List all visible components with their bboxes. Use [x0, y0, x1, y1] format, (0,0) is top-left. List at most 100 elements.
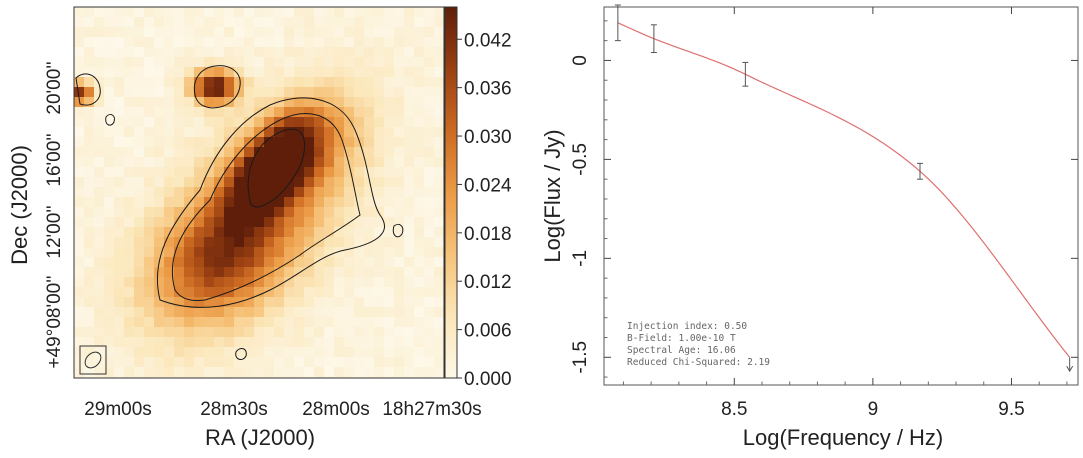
map-pixel: [284, 177, 295, 188]
annotation-line: B-Field: 1.00e-10 T: [627, 333, 736, 344]
map-pixel: [174, 77, 185, 88]
map-pixel: [244, 17, 255, 28]
map-pixel: [354, 297, 365, 308]
map-pixel: [424, 117, 435, 128]
map-pixel: [254, 327, 265, 338]
map-pixel: [144, 87, 155, 98]
map-pixel: [154, 207, 165, 218]
map-pixel: [364, 117, 375, 128]
map-pixel: [184, 137, 195, 148]
map-pixel: [144, 57, 155, 68]
map-pixel: [254, 27, 265, 38]
map-pixel: [144, 317, 155, 328]
map-pixel: [244, 207, 255, 218]
map-pixel: [254, 297, 265, 308]
map-pixel: [274, 337, 285, 348]
map-pixel: [354, 217, 365, 228]
colorbar-tick-label: 0.018: [464, 224, 512, 245]
map-pixel: [214, 237, 225, 248]
map-pixel: [274, 27, 285, 38]
map-pixel: [324, 147, 335, 158]
map-pixel: [184, 197, 195, 208]
map-pixel: [284, 267, 295, 278]
map-pixel: [84, 187, 95, 198]
map-pixel: [354, 27, 365, 38]
map-pixel: [174, 87, 185, 98]
map-pixel: [304, 127, 315, 138]
map-pixel: [254, 17, 265, 28]
map-pixel: [274, 47, 285, 58]
map-pixel: [94, 127, 105, 138]
map-pixel: [284, 47, 295, 58]
map-pixel: [154, 37, 165, 48]
map-pixel: [324, 297, 335, 308]
map-pixel: [414, 177, 425, 188]
map-pixel: [244, 97, 255, 108]
map-pixel: [204, 37, 215, 48]
colorbar-tick-label: 0.030: [464, 127, 512, 148]
map-pixel: [414, 257, 425, 268]
map-pixel: [434, 247, 445, 258]
map-pixel: [274, 267, 285, 278]
map-pixel: [324, 7, 335, 18]
map-pixel: [434, 177, 445, 188]
map-pixel: [304, 77, 315, 88]
map-pixel: [294, 137, 305, 148]
map-pixel: [154, 47, 165, 58]
map-pixel: [404, 87, 415, 98]
map-pixel: [214, 37, 225, 48]
map-pixel: [104, 167, 115, 178]
map-pixel: [314, 357, 325, 368]
map-pixel: [104, 297, 115, 308]
map-pixel: [404, 97, 415, 108]
map-pixel: [94, 197, 105, 208]
map-pixel: [424, 267, 435, 278]
map-pixel: [254, 187, 265, 198]
map-pixel: [94, 17, 105, 28]
map-pixel: [434, 187, 445, 198]
map-pixel: [404, 77, 415, 88]
map-pixel: [174, 177, 185, 188]
map-pixel: [254, 107, 265, 118]
map-pixel: [264, 217, 275, 228]
map-pixel: [424, 217, 435, 228]
map-pixel: [184, 337, 195, 348]
map-pixel: [374, 7, 385, 18]
map-pixel: [114, 267, 125, 278]
map-pixel: [294, 207, 305, 218]
map-pixel: [124, 147, 135, 158]
map-pixel: [124, 277, 135, 288]
map-pixel: [74, 207, 85, 218]
map-pixel: [274, 367, 285, 378]
map-pixel: [404, 237, 415, 248]
map-pixel: [324, 347, 335, 358]
map-pixel: [84, 247, 95, 258]
map-pixel: [384, 27, 395, 38]
map-pixel: [184, 177, 195, 188]
map-pixel: [374, 77, 385, 88]
map-pixel: [434, 357, 445, 368]
map-pixel: [174, 107, 185, 118]
map-pixel: [314, 47, 325, 58]
map-pixel: [364, 97, 375, 108]
map-pixel: [294, 117, 305, 128]
map-pixel: [204, 347, 215, 358]
map-pixel: [354, 367, 365, 378]
map-pixel: [274, 17, 285, 28]
map-pixel: [244, 327, 255, 338]
map-pixel: [424, 287, 435, 298]
map-pixel: [324, 217, 335, 228]
map-pixel: [234, 127, 245, 138]
map-pixel: [424, 207, 435, 218]
map-pixel: [224, 137, 235, 148]
map-pixel: [434, 347, 445, 358]
map-pixel: [354, 287, 365, 298]
map-pixel: [414, 347, 425, 358]
map-pixel: [354, 77, 365, 88]
map-pixel: [234, 77, 245, 88]
map-pixel: [344, 167, 355, 178]
map-pixel: [414, 37, 425, 48]
map-pixel: [364, 87, 375, 98]
map-pixel: [174, 187, 185, 198]
map-pixel: [354, 167, 365, 178]
